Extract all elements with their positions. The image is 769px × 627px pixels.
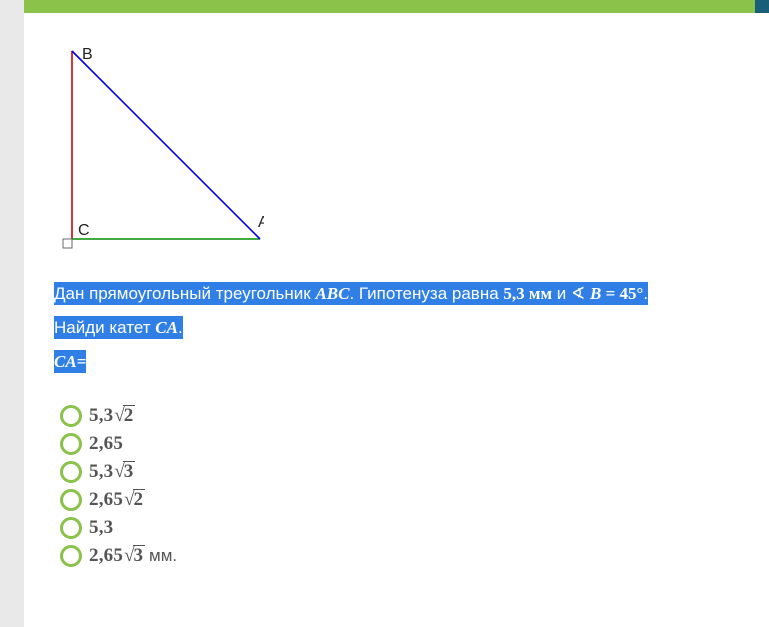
- radio-button[interactable]: [60, 433, 82, 455]
- answer-option[interactable]: 5,3√3: [60, 461, 739, 483]
- answer-value: 2,65√2: [89, 489, 145, 511]
- radio-button[interactable]: [60, 517, 82, 539]
- angle-vertex: B: [590, 284, 601, 303]
- answer-option[interactable]: 5,3: [60, 517, 739, 539]
- problem-statement: Дан прямоугольный треугольник ABC. Гипот…: [54, 277, 739, 379]
- text-mid: . Гипотенуза равна: [349, 284, 503, 303]
- angle-value: 45: [620, 284, 637, 303]
- answer-value: 5,3√2: [89, 405, 135, 427]
- equals-sign: =: [601, 284, 619, 303]
- answer-unit: мм.: [149, 546, 177, 566]
- radio-button[interactable]: [60, 545, 82, 567]
- header-corner: [755, 0, 769, 13]
- triangle-figure: B C A: [54, 43, 264, 253]
- problem-line-3: CA=: [54, 350, 86, 373]
- answer-value: 5,3: [89, 517, 113, 539]
- radio-button[interactable]: [60, 461, 82, 483]
- line2-end: .: [178, 318, 183, 337]
- answer-option[interactable]: 2,65: [60, 433, 739, 455]
- answer-value: 2,65: [89, 433, 123, 455]
- radio-button[interactable]: [60, 489, 82, 511]
- angle-symbol: ∢: [571, 284, 585, 303]
- triangle-svg: B C A: [54, 43, 264, 253]
- answer-option[interactable]: 5,3√2: [60, 405, 739, 427]
- left-gutter: [0, 0, 24, 627]
- triangle-name: ABC: [315, 284, 349, 303]
- hypotenuse-value: 5,3: [503, 284, 524, 303]
- cathetus-name: CA: [155, 318, 178, 337]
- find-prefix: Найди катет: [54, 318, 155, 337]
- svg-text:C: C: [78, 222, 90, 239]
- answer-option[interactable]: 2,65√3 мм.: [60, 545, 739, 567]
- line1-end: .: [643, 284, 648, 303]
- answer-lhs: CA: [54, 352, 77, 371]
- hypotenuse-unit: мм: [525, 284, 552, 303]
- content-area: BCA Дан прямоугольный треугольник ABC. Г…: [24, 13, 769, 627]
- answer-option[interactable]: 2,65√2: [60, 489, 739, 511]
- answer-equals: =: [77, 352, 87, 371]
- svg-text:A: A: [258, 214, 264, 231]
- answer-list: 5,3√2 2,65 5,3√3 2,65√2 5,3 2,65√3 мм.: [60, 405, 739, 567]
- problem-line-1: Дан прямоугольный треугольник ABC. Гипот…: [54, 282, 648, 305]
- answer-value: 2,65√3: [89, 545, 145, 567]
- header-bar: [24, 0, 769, 13]
- text-and: и: [552, 284, 571, 303]
- radio-button[interactable]: [60, 405, 82, 427]
- svg-text:B: B: [82, 46, 93, 63]
- problem-line-2: Найди катет CA.: [54, 316, 183, 339]
- text-prefix: Дан прямоугольный треугольник: [54, 284, 315, 303]
- answer-value: 5,3√3: [89, 461, 135, 483]
